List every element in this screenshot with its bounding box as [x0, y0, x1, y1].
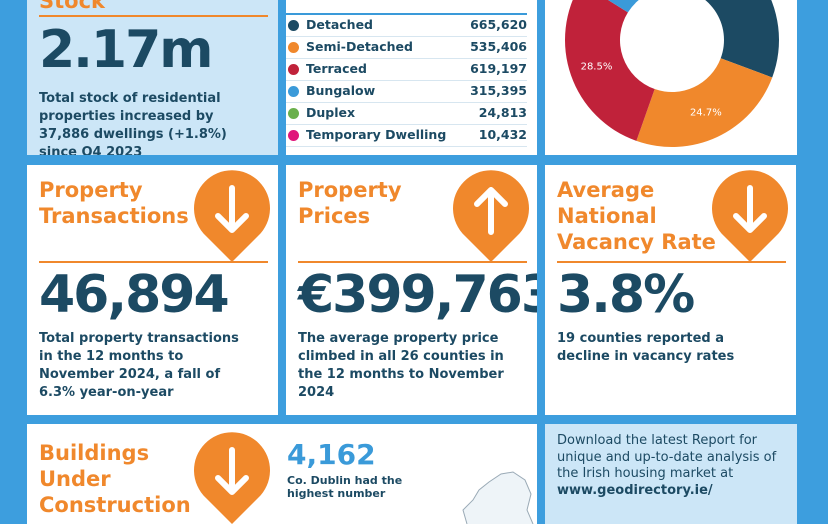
donut-segment [636, 58, 772, 147]
stock-card: Stock 2.17m Total stock of residential p… [27, 0, 278, 155]
segment-label: 28.5% [581, 61, 613, 72]
row-label: Detached [306, 17, 373, 32]
card-text: The average property price climbed in al… [298, 330, 513, 402]
rule [39, 15, 268, 17]
card-figure: 46,894 [39, 265, 228, 325]
table-row: Terraced 619,197 [286, 58, 527, 81]
stat-card: Average National Vacancy Rate 3.8% 19 coun… [545, 165, 796, 415]
download-card: Download the latest Report for unique an… [545, 424, 797, 524]
construction-figure: 4,162 [287, 438, 376, 471]
rule [39, 261, 268, 263]
table-row: Bungalow 315,395 [286, 80, 527, 103]
card-text: Total property transactions in the 12 mo… [39, 330, 254, 402]
row-label: Bungalow [306, 83, 375, 98]
legend-dot [288, 20, 299, 31]
pin-icon [192, 432, 272, 524]
row-label: Semi-Detached [306, 39, 413, 54]
legend-dot [288, 108, 299, 119]
rule [298, 261, 527, 263]
row-label: Temporary Dwelling [306, 127, 446, 142]
card-figure: €399,763 [298, 265, 537, 325]
rule [557, 261, 786, 263]
row-count: 665,620 [470, 17, 527, 32]
table-row: Temporary Dwelling 10,432 [286, 124, 527, 147]
stock-figure: 2.17m [39, 20, 211, 80]
table-row: Duplex 24,813 [286, 102, 527, 125]
construction-text: Co. Dublin had the highest number [287, 474, 407, 500]
legend-dot [288, 130, 299, 141]
stock-text: Total stock of residential properties in… [39, 90, 264, 155]
page: {"stock": {"title": "Stock", "figure": "… [0, 0, 828, 500]
row-count: 535,406 [470, 39, 527, 54]
map [427, 460, 537, 524]
legend-dot [288, 64, 299, 75]
row-count: 24,813 [479, 105, 527, 120]
card-title: Property Transactions [39, 177, 214, 229]
legend-dot [288, 86, 299, 97]
donut-chart: 30.7%24.7%28.5% [545, 0, 797, 155]
donut-card: 30.7%24.7%28.5% [545, 0, 797, 155]
card-title: Average National Vacancy Rate [557, 177, 732, 255]
segment-label: 24.7% [690, 107, 722, 118]
row-label: Duplex [306, 105, 355, 120]
card-text: 19 counties reported a decline in vacanc… [557, 330, 772, 366]
row-label: Terraced [306, 61, 367, 76]
row-count: 10,432 [479, 127, 527, 142]
row-count: 619,197 [470, 61, 527, 76]
card-title: Property Prices [298, 177, 473, 229]
download-text: Download the latest Report for unique an… [557, 433, 787, 499]
row-count: 315,395 [470, 83, 527, 98]
download-text: Download the latest Report for unique an… [557, 433, 776, 481]
stock-title: Stock [39, 0, 219, 14]
card-figure: 3.8% [557, 265, 693, 325]
table-row: Semi-Detached 535,406 [286, 36, 527, 59]
construction-card: Buildings Under Construction 4,162 Co. D… [27, 424, 537, 524]
construction-title: Buildings Under Construction [39, 440, 209, 518]
table-row: Detached 665,620 [286, 14, 527, 37]
download-link[interactable]: www.geodirectory.ie/ [557, 483, 713, 498]
legend-dot [288, 42, 299, 53]
breakdown-card: Detached 665,620 Semi-Detached 535,406 Terra… [286, 0, 537, 155]
